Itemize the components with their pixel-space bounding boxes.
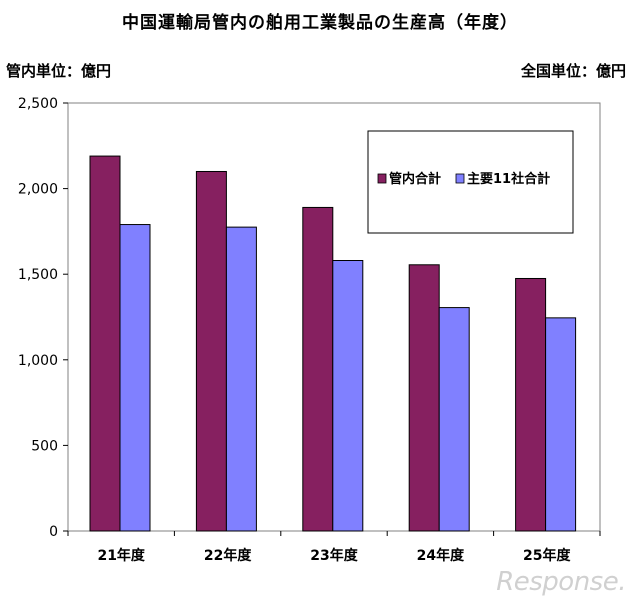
bar-shuyou-3 [332, 260, 364, 532]
bar-shuyou-4 [438, 307, 470, 532]
bar-shuyou-2 [225, 226, 257, 532]
y-tick-label: 1,500 [18, 267, 58, 283]
right-unit-label: 全国単位：億円 [520, 62, 626, 80]
bar-kannai-1 [89, 155, 121, 532]
bar-kannai-2 [195, 170, 227, 532]
legend-box [367, 130, 574, 234]
legend-swatch-kannai [377, 173, 387, 184]
watermark-logo: Response. [496, 567, 626, 597]
y-tick-label: 1,000 [18, 353, 58, 369]
legend-label-shuyou: 主要11社合計 [467, 171, 550, 187]
bar-kannai-4 [408, 264, 440, 532]
y-tick-label: 0 [49, 524, 58, 540]
bar-kannai-3 [302, 206, 334, 532]
x-tick-label: 24年度 [417, 547, 465, 564]
legend-swatch-shuyou [455, 173, 465, 184]
y-tick-label: 2,500 [18, 96, 58, 112]
y-tick-label: 2,000 [18, 182, 58, 198]
x-tick-label: 21年度 [97, 547, 145, 564]
bar-shuyou-1 [119, 224, 151, 532]
left-unit-label: 管内単位：億円 [6, 62, 112, 80]
bar-shuyou-5 [545, 317, 577, 532]
y-tick-label: 500 [31, 438, 58, 454]
x-tick-label: 22年度 [204, 547, 252, 564]
bar-kannai-5 [515, 277, 547, 532]
x-tick-label: 23年度 [310, 547, 358, 564]
x-tick-label: 25年度 [523, 547, 571, 564]
chart-title: 中国運輸局管内の舶用工業製品の生産高（年度） [122, 13, 518, 33]
legend-label-kannai: 管内合計 [389, 171, 441, 187]
